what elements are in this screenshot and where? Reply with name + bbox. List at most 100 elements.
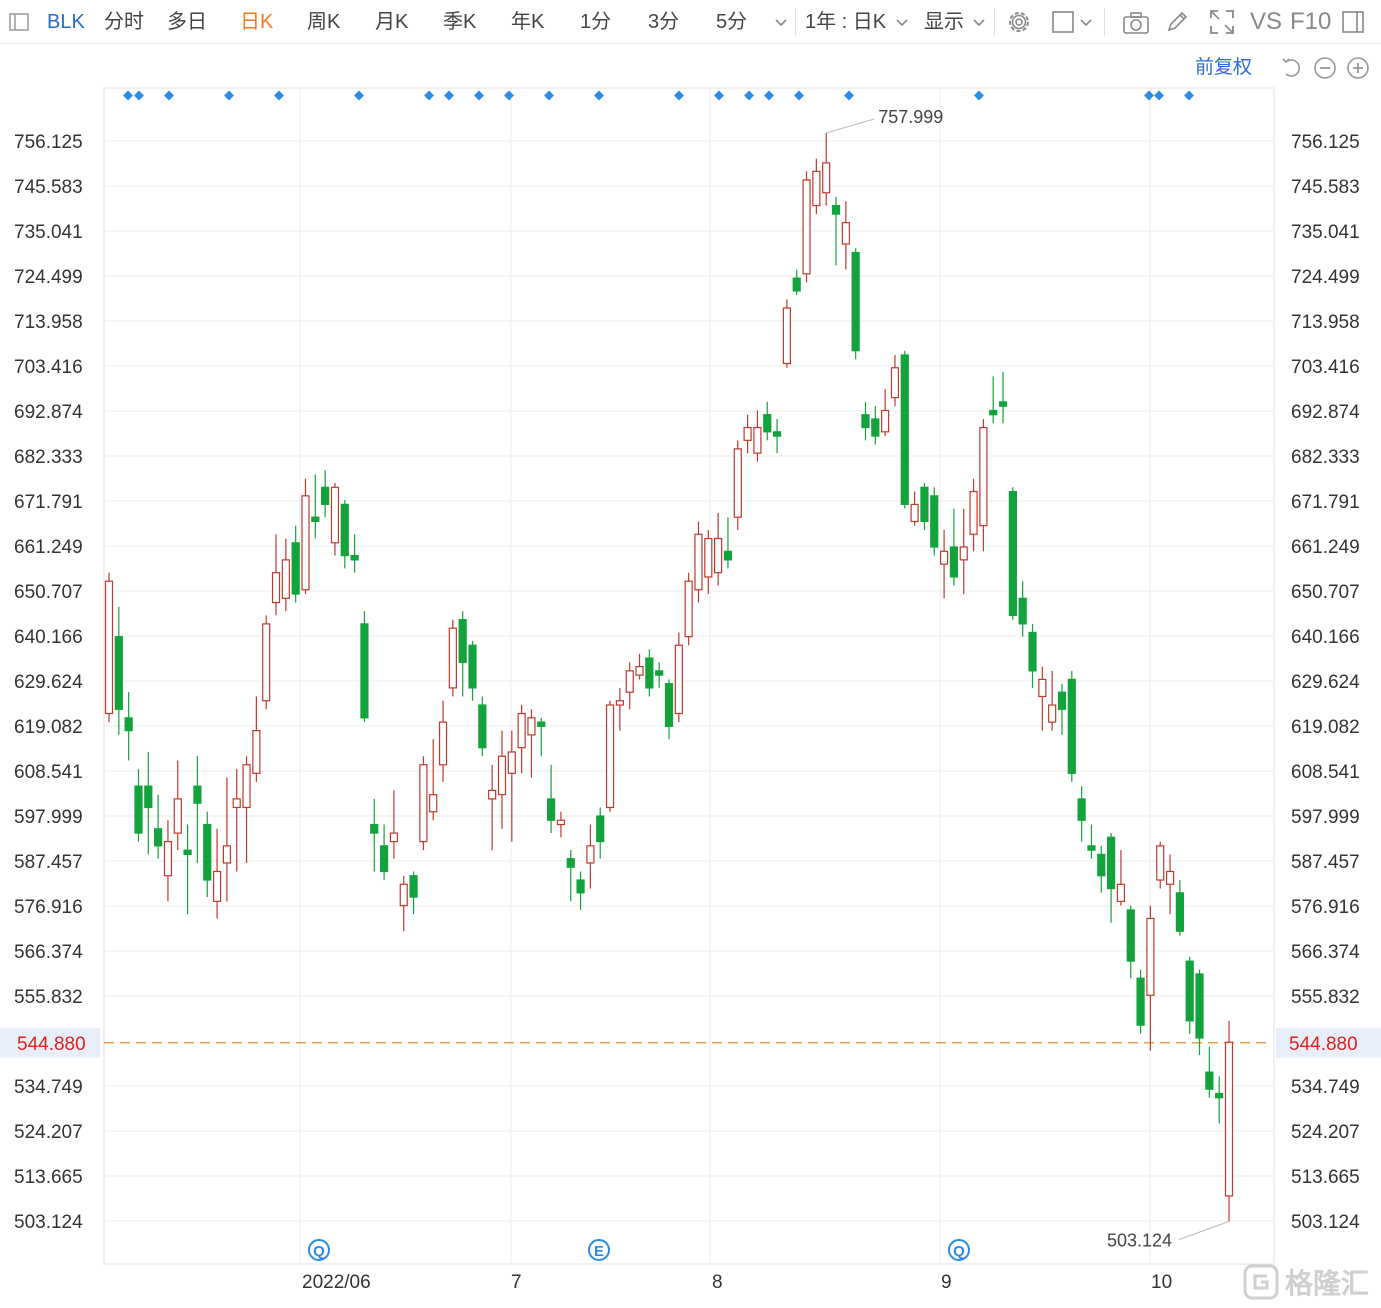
candle [743,414,752,454]
candle-body [881,409,890,433]
candle [399,875,408,932]
candle-body [605,704,615,809]
candle [586,824,595,889]
tab-1min[interactable]: 1分 [580,11,612,33]
event-letter: Q [953,1243,965,1260]
event-diamond-marker [674,90,684,101]
panel-toggle-icon[interactable] [1341,10,1365,34]
candle [556,811,566,838]
y-tick-label-left: 576.916 [14,897,83,918]
plot-border [103,87,1275,1265]
candle [900,350,909,509]
tab-5min[interactable]: 5分 [716,11,748,33]
y-tick-label-left: 619.082 [14,717,83,738]
event-diamond-marker [224,90,234,101]
chevron-down-icon[interactable] [893,11,911,33]
candle-body [1038,678,1047,698]
candle-body [930,495,939,548]
f10-button[interactable]: F10 [1290,8,1332,35]
tab-jik[interactable]: 季K [443,11,477,33]
tab-yuek[interactable]: 月K [375,11,409,33]
display-menu[interactable]: 显示 [924,11,964,33]
candle [448,619,457,697]
event-circle [588,1239,610,1261]
y-tick-label-left: 503.124 [14,1212,83,1233]
tab-zhouk[interactable]: 周K [307,11,341,33]
candle [409,871,418,915]
tab-fenshi[interactable]: 分时 [104,11,144,33]
candle [468,640,477,701]
fullscreen-icon[interactable] [1209,9,1235,35]
candle-body [537,721,546,727]
range-select[interactable]: 1年 : 日K [805,11,887,33]
tab-niank[interactable]: 年K [511,11,545,33]
candle-body [547,798,556,821]
reset-icon[interactable] [1280,56,1304,80]
event-circle [948,1239,970,1261]
chevron-down-icon[interactable] [1078,11,1094,33]
candle-body [802,179,811,275]
candle [881,389,890,437]
chevron-down-icon[interactable] [772,11,790,33]
candle-body [615,700,624,706]
y-tick-label-left: 724.499 [14,267,83,288]
candle-body [1018,597,1027,625]
zoom-in-icon[interactable] [1346,56,1370,80]
candle [212,828,222,919]
candle-body [1136,977,1145,1026]
candle-body [635,665,644,676]
candle [851,248,860,360]
candle [596,807,605,859]
candle [566,850,575,902]
square-icon[interactable] [1051,10,1075,34]
candle-body [271,572,281,604]
chevron-down-icon[interactable] [970,11,988,33]
tab-3min[interactable]: 3分 [648,11,680,33]
candle-body [1205,1071,1214,1090]
adjust-select[interactable]: 前复权 [1195,57,1253,78]
pencil-icon[interactable] [1165,10,1189,34]
candle-body [507,751,516,774]
candle-body [1087,845,1096,851]
y-tick-label-left: 671.791 [14,492,83,513]
gear-icon[interactable] [1006,9,1032,35]
candle-body [222,845,231,864]
candle-body [517,712,526,749]
y-tick-label-right: 650.707 [1291,582,1360,603]
symbol-label[interactable]: BLK [47,11,85,33]
gelonghui-logo-icon [1243,1264,1279,1300]
camera-icon[interactable] [1122,11,1150,35]
earnings-event-marker[interactable]: E [588,1239,610,1261]
candle-body [350,555,359,561]
candle-body [154,828,163,847]
candle [1057,683,1067,735]
candle [930,487,939,556]
candle-body [321,486,330,505]
tab-rik[interactable]: 日K [240,11,274,33]
candle [782,299,791,368]
current-price-line: 544.880 544.880 [0,1027,1381,1058]
candle-body [969,490,978,535]
candle [252,696,261,782]
earnings-event-marker[interactable]: Q [948,1239,970,1261]
tab-duori[interactable]: 多日 [167,11,207,33]
candle-body [360,623,369,719]
candle-body [871,418,880,437]
candle [183,824,192,915]
sidebar-toggle-icon[interactable] [8,11,30,33]
candle-body [684,580,693,638]
y-tick-label-right: 724.499 [1291,267,1360,288]
candlestick-chart[interactable]: 544.880 544.880 Q E Q 756.125 756.125 745.583… [0,44,1381,1308]
candle-body [252,730,261,774]
candle-body [458,619,467,663]
vs-button[interactable]: VS [1250,8,1283,35]
candle [645,649,654,697]
event-diamond-marker [504,90,514,101]
candle-body [1067,678,1076,774]
y-tick-label-left: 661.249 [14,537,83,558]
zoom-out-icon[interactable] [1313,56,1337,80]
earnings-event-marker[interactable]: Q [308,1239,330,1261]
candle [831,197,841,266]
candle-body [596,815,605,843]
candle [861,401,870,441]
